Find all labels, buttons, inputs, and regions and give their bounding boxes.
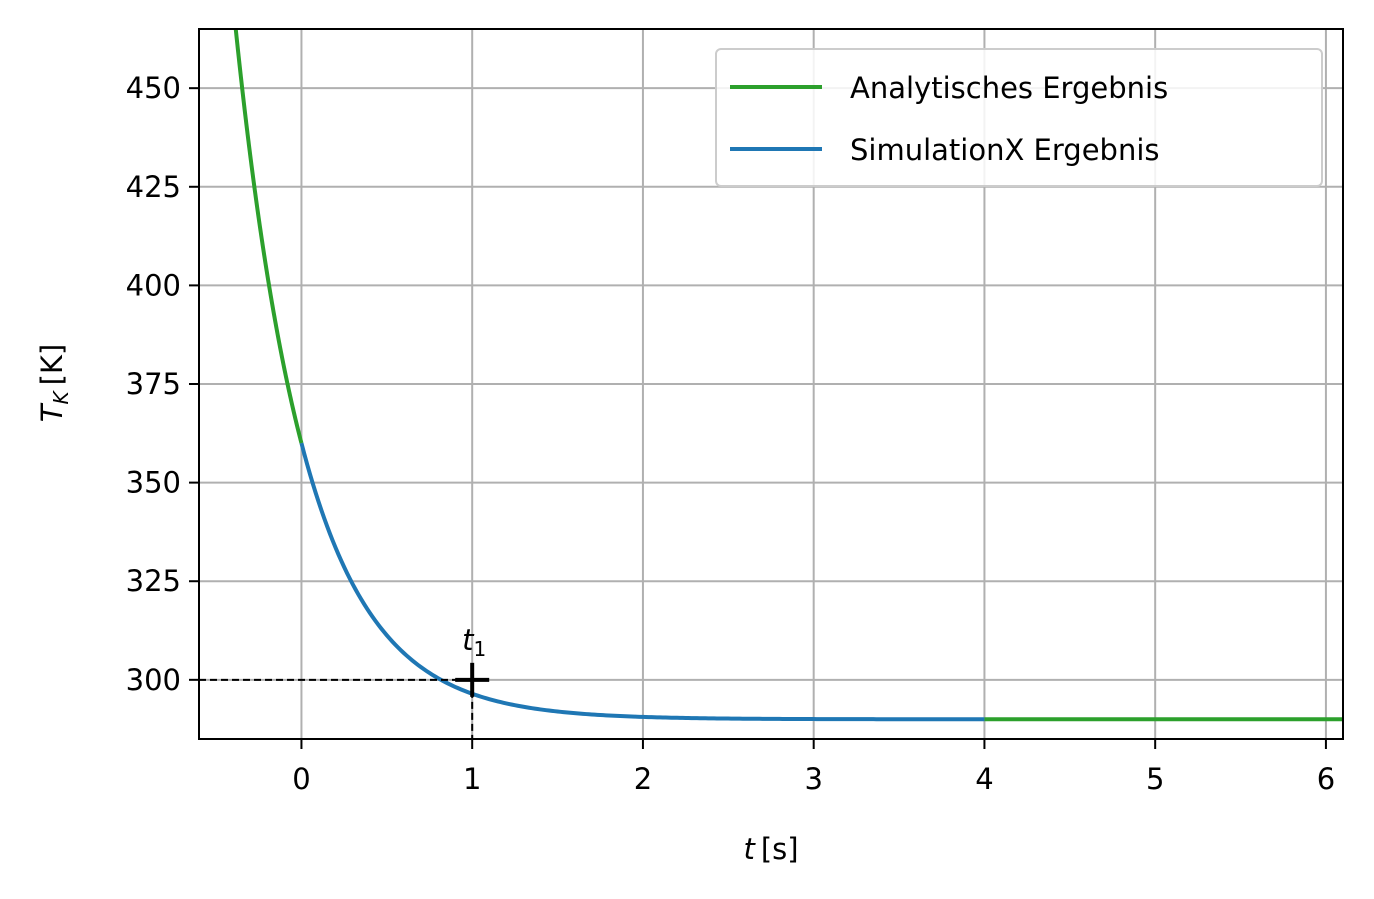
annotation-t1-symbol: t	[462, 623, 475, 657]
ticks: 0 1 2 3 4 5 6 300 325 350 375 400 425 450	[126, 71, 1336, 796]
x-tick-label: 1	[463, 762, 481, 796]
y-tick-label: 450	[126, 71, 181, 105]
x-tick-label: 3	[804, 762, 822, 796]
x-tick-label: 2	[634, 762, 652, 796]
y-axis-subscript: K	[49, 390, 73, 405]
legend-label-simulationx: SimulationX Ergebnis	[850, 133, 1160, 167]
plot-lines	[233, 29, 1343, 722]
x-tick-label: 0	[292, 762, 310, 796]
y-axis-unit: [K]	[35, 344, 69, 386]
legend-label-analytisch: Analytisches Ergebnis	[850, 71, 1168, 105]
x-axis-unit: [s]	[761, 832, 799, 866]
x-tick-label: 4	[975, 762, 993, 796]
x-axis-symbol: t	[743, 832, 756, 866]
annotations	[199, 662, 490, 739]
y-axis-label: TK [K]	[35, 344, 73, 423]
y-tick-label: 425	[126, 170, 181, 204]
x-tick-label: 6	[1317, 762, 1335, 796]
series-line-simulationx	[299, 442, 985, 722]
annotation-t1-label: t1	[462, 623, 486, 661]
y-tick-label: 325	[126, 564, 181, 598]
series-line-analytisch	[233, 29, 304, 444]
x-tick-label: 5	[1146, 762, 1164, 796]
legend: Analytisches Ergebnis SimulationX Ergebn…	[715, 48, 1323, 187]
y-tick-label: 300	[126, 663, 181, 697]
y-tick-label: 400	[126, 268, 181, 302]
x-axis-label: t [s]	[743, 832, 798, 866]
y-axis-symbol: T	[35, 402, 69, 422]
y-tick-label: 350	[126, 466, 181, 500]
annotation-t1-subscript: 1	[474, 637, 487, 661]
y-tick-label: 375	[126, 367, 181, 401]
legend-box	[715, 48, 1323, 187]
